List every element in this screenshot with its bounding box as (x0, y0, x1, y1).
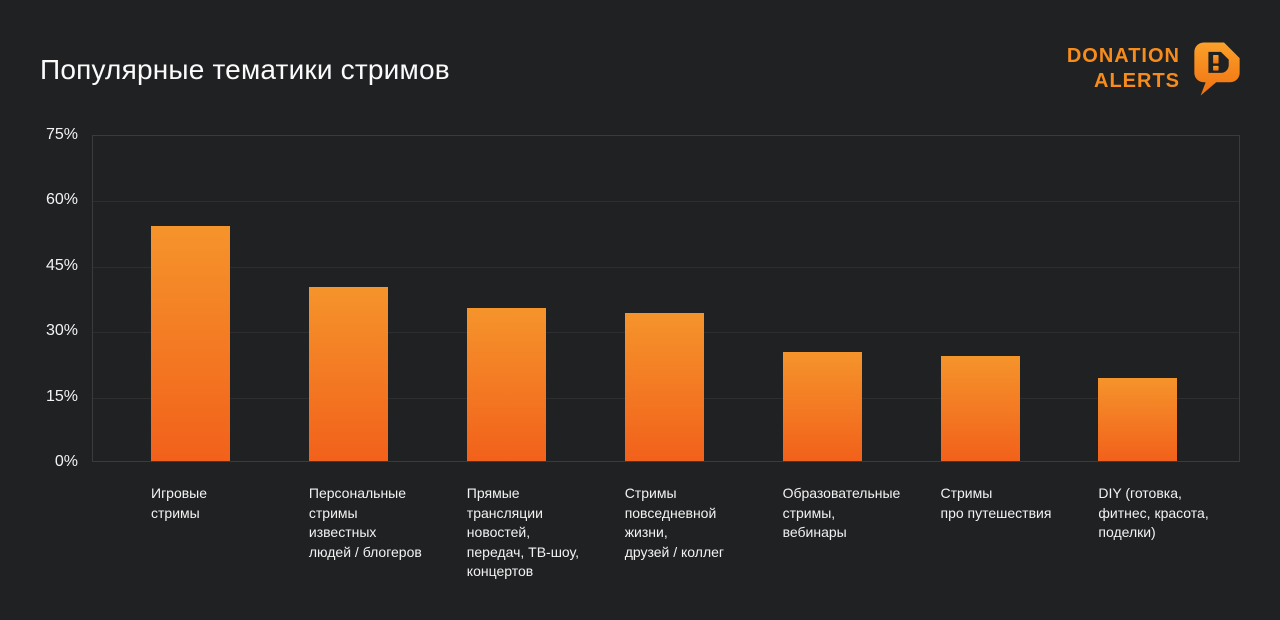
y-tick-label: 60% (45, 191, 78, 209)
category-label: Игровые стримы (151, 485, 208, 521)
category-label: Персональные стримы известных людей / бл… (308, 485, 422, 560)
category-label: Образовательные стримы, вебинары (782, 485, 901, 540)
bar-1 (151, 225, 230, 461)
bar-6 (940, 356, 1020, 461)
logo-wordmark: DONATION ALERTS (1067, 44, 1180, 94)
page-title: Популярные тематики стримов (40, 54, 450, 85)
category-label: Стримы повседневной жизни, друзей / колл… (624, 485, 725, 560)
bar-5 (782, 352, 862, 461)
logo-wordmark-line1: DONATION (1066, 45, 1180, 67)
gridline (93, 201, 1239, 203)
exclamation-dot (1213, 65, 1219, 71)
category-label: DIY (готовка, фитнес, красота, поделки) (1098, 485, 1209, 540)
plot-area (92, 135, 1240, 462)
gridline (93, 266, 1239, 268)
category-label: Прямые трансляции новостей, передач, ТВ-… (466, 485, 580, 579)
logo-wordmark-line2: ALERTS (1094, 70, 1180, 92)
y-tick-label: 45% (45, 256, 78, 274)
bar-7 (1098, 378, 1178, 461)
y-tick-label: 30% (45, 322, 78, 340)
bar-2 (308, 286, 388, 461)
y-tick-label: 0% (54, 453, 78, 470)
exclamation-bar (1213, 54, 1219, 64)
bar-3 (466, 308, 546, 461)
y-tick-label: 15% (45, 387, 78, 405)
donation-alerts-icon (1194, 42, 1240, 96)
donation-alerts-logo: DONATION ALERTS (1067, 40, 1242, 98)
category-label: Стримы про путешествия (940, 485, 1052, 521)
bar-4 (624, 312, 704, 461)
y-tick-label: 75% (45, 126, 78, 143)
